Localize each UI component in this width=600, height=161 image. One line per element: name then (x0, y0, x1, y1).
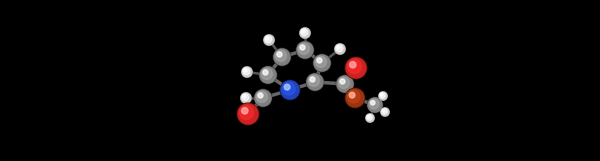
Circle shape (347, 60, 361, 74)
Circle shape (302, 30, 305, 33)
Circle shape (315, 56, 326, 67)
Circle shape (381, 108, 389, 116)
Circle shape (346, 89, 364, 107)
Circle shape (379, 92, 387, 100)
Circle shape (280, 80, 300, 100)
Circle shape (350, 62, 356, 68)
Circle shape (301, 29, 308, 36)
Circle shape (260, 67, 276, 83)
Circle shape (336, 45, 343, 52)
Circle shape (371, 100, 375, 105)
Circle shape (242, 67, 253, 77)
Circle shape (244, 69, 247, 72)
Circle shape (335, 44, 345, 54)
Circle shape (241, 93, 251, 103)
Circle shape (275, 50, 286, 61)
Circle shape (264, 35, 274, 45)
Circle shape (310, 77, 315, 82)
Circle shape (284, 84, 290, 90)
Circle shape (256, 91, 268, 102)
Circle shape (337, 46, 340, 49)
Circle shape (299, 28, 310, 38)
Circle shape (308, 75, 319, 86)
Circle shape (242, 108, 248, 114)
Circle shape (382, 109, 385, 112)
Circle shape (300, 45, 305, 50)
Circle shape (259, 66, 277, 84)
Circle shape (298, 43, 310, 54)
Circle shape (380, 93, 383, 96)
Circle shape (238, 104, 258, 124)
Circle shape (263, 70, 268, 75)
Circle shape (239, 105, 254, 119)
Circle shape (263, 35, 274, 45)
Circle shape (366, 114, 374, 122)
Circle shape (365, 114, 374, 122)
Circle shape (283, 82, 295, 95)
Circle shape (347, 90, 360, 103)
Circle shape (243, 68, 250, 75)
Circle shape (237, 103, 259, 125)
Circle shape (313, 54, 331, 72)
Circle shape (307, 74, 323, 90)
Circle shape (340, 79, 345, 84)
Circle shape (382, 109, 387, 114)
Circle shape (369, 99, 379, 109)
Circle shape (367, 115, 370, 118)
Circle shape (379, 92, 388, 100)
Circle shape (368, 98, 382, 112)
Circle shape (258, 93, 263, 98)
Circle shape (307, 73, 323, 91)
Circle shape (335, 44, 346, 54)
Circle shape (241, 93, 251, 103)
Circle shape (349, 92, 355, 98)
Circle shape (277, 52, 282, 57)
Circle shape (261, 68, 272, 79)
Circle shape (317, 58, 322, 63)
Circle shape (254, 89, 272, 107)
Circle shape (296, 41, 314, 59)
Circle shape (242, 94, 249, 101)
Circle shape (242, 67, 252, 77)
Circle shape (255, 90, 271, 106)
Circle shape (243, 95, 246, 98)
Circle shape (274, 49, 290, 65)
Circle shape (314, 55, 330, 71)
Circle shape (281, 81, 299, 99)
Circle shape (346, 58, 366, 78)
Circle shape (337, 75, 353, 93)
Circle shape (297, 42, 313, 58)
Circle shape (274, 48, 290, 66)
Circle shape (380, 108, 389, 116)
Circle shape (345, 88, 365, 108)
Circle shape (265, 36, 272, 43)
Circle shape (380, 93, 385, 98)
Circle shape (367, 115, 372, 120)
Circle shape (367, 97, 383, 113)
Circle shape (266, 37, 269, 40)
Circle shape (338, 77, 349, 88)
Circle shape (345, 57, 367, 79)
Circle shape (337, 76, 353, 92)
Circle shape (300, 28, 310, 38)
